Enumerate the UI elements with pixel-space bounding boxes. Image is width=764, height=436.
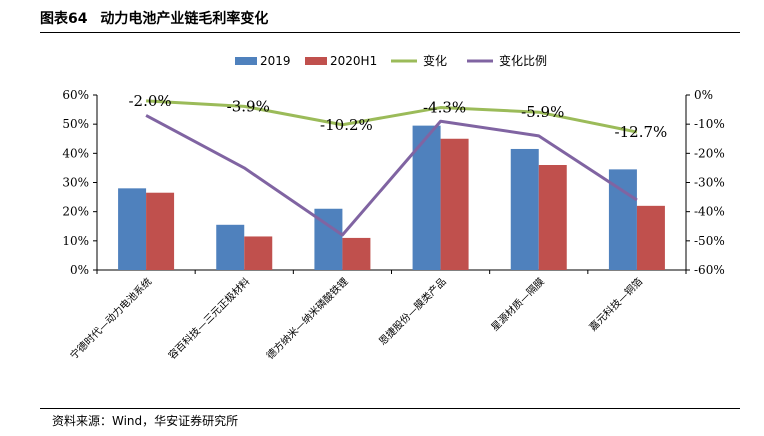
bar-2020H1-4: [538, 165, 567, 270]
right-tick-label: -50%: [694, 234, 725, 248]
category-label: 德方纳米—纳米磷酸铁锂: [264, 275, 351, 362]
legend-label: 变化比例: [499, 53, 547, 68]
legend-swatch: [235, 57, 257, 65]
left-tick-label: 0%: [70, 263, 89, 277]
category-label: 嘉元科技—铜箔: [586, 275, 645, 334]
top-rule: [40, 32, 740, 33]
figure-header: 图表64 动力电池产业链毛利率变化: [40, 6, 740, 32]
figure-title: 动力电池产业链毛利率变化: [100, 11, 269, 27]
bar-2019-4: [510, 148, 539, 270]
bar-2020H1-3: [440, 138, 469, 270]
left-tick-label: 30%: [62, 176, 89, 190]
bar-2019-0: [118, 188, 147, 270]
category-label: 恩捷股份—膜类产品: [376, 275, 449, 348]
bar-series: [118, 125, 665, 270]
category-label: 星源材质—隔膜: [488, 275, 547, 334]
legend-swatch: [305, 57, 327, 65]
change-data-label: -5.9%: [521, 103, 564, 121]
figure-number: 图表64: [40, 11, 88, 27]
legend-label: 2019: [260, 54, 291, 68]
left-tick-label: 10%: [62, 234, 89, 248]
change-data-label: -3.9%: [227, 97, 270, 115]
right-tick-label: -40%: [694, 205, 725, 219]
right-tick-label: -10%: [694, 117, 725, 131]
right-tick-label: -20%: [694, 146, 725, 160]
chart-legend: 2019 2020H1 变化 变化比例: [235, 53, 547, 68]
left-tick-label: 60%: [62, 88, 89, 102]
source-note: 资料来源：Wind，华安证券研究所: [52, 414, 239, 428]
data-labels: -2.0% -3.9% -10.2% -4.3% -5.9% -12.7%: [128, 92, 667, 141]
bar-2020H1-5: [636, 205, 665, 270]
change-data-label: -12.7%: [615, 123, 668, 141]
change-data-label: -4.3%: [423, 99, 466, 117]
category-label: 容百科技—三元正极材料: [165, 275, 252, 362]
change-data-label: -2.0%: [128, 92, 171, 110]
right-tick-label: -30%: [694, 176, 725, 190]
bar-2020H1-1: [244, 236, 273, 270]
left-tick-label: 20%: [62, 205, 89, 219]
line-series: [145, 99, 638, 237]
line-change-ratio: [145, 114, 638, 237]
legend-label: 2020H1: [330, 54, 377, 68]
change-data-label: -10.2%: [320, 116, 373, 134]
category-labels: 宁德时代—动力电池系统 容百科技—三元正极材料 德方纳米—纳米磷酸铁锂 恩捷股份—膜类…: [67, 275, 645, 362]
left-tick-label: 50%: [62, 117, 89, 131]
chart-axes: 0% 10% 20% 30% 40% 50% 60% -60% -50% -40% -30% -20%…: [62, 88, 724, 277]
bar-2020H1-2: [342, 237, 371, 270]
right-tick-label: -60%: [694, 263, 725, 277]
bar-2019-1: [216, 224, 245, 270]
right-tick-label: 0%: [694, 88, 713, 102]
legend-label: 变化: [423, 53, 447, 68]
line-change: [145, 99, 638, 134]
left-tick-label: 40%: [62, 146, 89, 160]
bottom-rule: [40, 408, 740, 409]
category-label: 宁德时代—动力电池系统: [67, 275, 154, 362]
bar-2020H1-0: [146, 192, 175, 270]
